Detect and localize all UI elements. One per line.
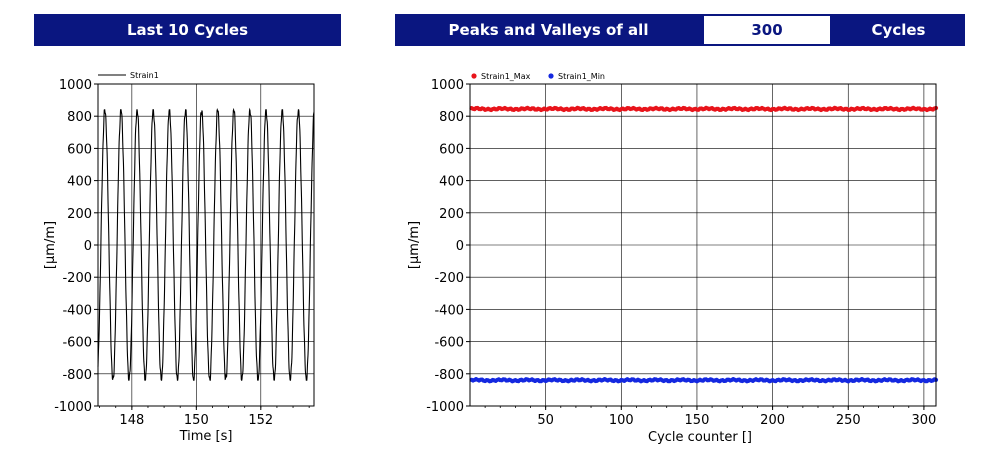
left-xtick-label: 148 (119, 413, 144, 428)
cycles-label: Cycles (832, 14, 965, 46)
right-xtick-label: 150 (685, 413, 710, 428)
series-strain1 (97, 107, 315, 382)
left-ytick-label: -400 (62, 303, 92, 318)
legend-marker-min (548, 73, 554, 79)
right-xtick-label: 100 (609, 413, 634, 428)
legend-label-strain1: Strain1 (130, 71, 159, 80)
peaks-valleys-title: Peaks and Valleys of all (395, 14, 702, 46)
cycle-count-value: 300 (751, 21, 783, 39)
right-ytick-label: -400 (434, 303, 464, 318)
left-ytick-label: 1000 (59, 78, 92, 93)
left-xtick-label: 152 (248, 413, 273, 428)
cycles-label-text: Cycles (871, 21, 926, 39)
right-ytick-label: 400 (439, 175, 464, 190)
right-ytick-label: 200 (439, 207, 464, 222)
strain1-line (97, 107, 315, 382)
right-ytick-label: -1000 (426, 400, 464, 415)
y-axis-label-right: [µm/m] (407, 221, 422, 269)
right-ytick-label: 600 (439, 142, 464, 157)
left-ytick-label: -600 (62, 336, 92, 351)
legend-label-max: Strain1_Max (481, 72, 531, 81)
right-ytick-label: -200 (434, 271, 464, 286)
legend-label-min: Strain1_Min (558, 72, 605, 81)
series-peaks-valleys (469, 105, 939, 384)
x-axis-right: 50 100 150 200 250 300 (484, 406, 936, 428)
left-ytick-label: 0 (84, 239, 92, 254)
y-axis-label-left: [µm/m] (43, 221, 58, 269)
last-cycles-title-text: Last 10 Cycles (126, 21, 249, 39)
x-axis-left: 148 150 152 (99, 406, 310, 428)
left-ytick-label: -1000 (54, 400, 92, 415)
left-xtick-label: 150 (184, 413, 209, 428)
right-xtick-label: 50 (537, 413, 554, 428)
left-ytick-label: 800 (67, 110, 92, 125)
left-ytick-label: -200 (62, 271, 92, 286)
last-cycles-title: Last 10 Cycles (34, 14, 341, 46)
x-axis-label-right: Cycle counter [] (648, 430, 752, 445)
left-ytick-label: 600 (67, 142, 92, 157)
right-ytick-label: -800 (434, 368, 464, 383)
x-axis-label-left: Time [s] (179, 429, 233, 444)
y-axis-right: 1000 800 600 400 200 0 -200 -400 -600 -800 -1000 (426, 78, 470, 415)
right-ytick-label: 1000 (431, 78, 464, 93)
right-ytick-label: 0 (456, 239, 464, 254)
left-ytick-label: -800 (62, 368, 92, 383)
right-xtick-label: 250 (836, 413, 861, 428)
peaks-valleys-title-text: Peaks and Valleys of all (448, 21, 649, 39)
left-ytick-label: 400 (67, 175, 92, 190)
y-axis-left: 1000 800 600 400 200 0 -200 -400 -600 -800 -1000 (54, 78, 98, 415)
right-xtick-label: 200 (760, 413, 785, 428)
right-xtick-label: 300 (911, 413, 936, 428)
right-ytick-label: 800 (439, 110, 464, 125)
cycle-count-field[interactable]: 300 (702, 14, 832, 46)
left-ytick-label: 200 (67, 207, 92, 222)
legend-marker-max (471, 73, 477, 79)
right-ytick-label: -600 (434, 336, 464, 351)
